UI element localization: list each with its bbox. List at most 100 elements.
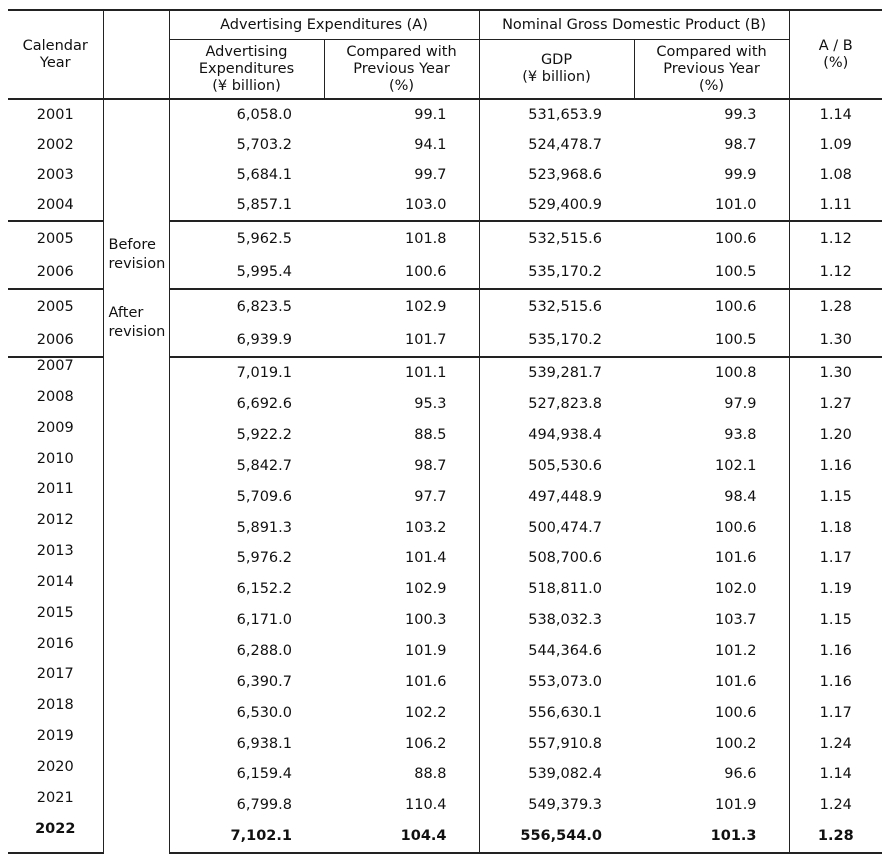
table-row: 2012 5,891.3 103.2 500,474.7 100.6 1.18 — [8, 512, 883, 544]
advertising-expenditures-cell: 5,891.3 — [168, 512, 324, 544]
gdp-previous-year-cell: 100.6 — [715, 519, 757, 536]
advertising-expenditures-cell: 7,102.1 — [168, 820, 324, 854]
advertising-expenditures-cell: 6,530.0 — [168, 697, 324, 729]
advertising-expenditures-cell: 5,709.6 — [168, 481, 324, 513]
table-row: 2015 6,171.0 100.3 538,032.3 103.7 1.15 — [8, 604, 883, 636]
table-row: 2005 Before revision 5,962.5 101.8 532,515.6 1… — [8, 221, 883, 289]
adv-previous-year-cell: 104.4 — [324, 820, 480, 854]
adv-previous-year-cell: 97.7 — [414, 488, 447, 505]
adv-previous-year-cell: 101.6 — [405, 673, 447, 690]
year-cell: 2006 — [8, 323, 103, 358]
gdp-previous-year-cell: 100.2 — [715, 735, 757, 752]
year-cell: 2007 — [36, 358, 74, 374]
advertising-expenditures-cell: 6,152.2 — [168, 573, 324, 605]
year-cell: 2002 — [36, 137, 74, 153]
year-cell: 2014 — [36, 573, 74, 590]
adv-previous-year-cell: 99.7 — [414, 167, 447, 183]
ratio-cell: 1.24 — [788, 728, 883, 759]
table-row: 2019 6,938.1 106.2 557,910.8 100.2 1.24 — [8, 728, 883, 759]
year-cell: 2006 — [8, 255, 103, 290]
advertising-expenditures-cell: 6,799.8 — [168, 789, 324, 821]
advertising-expenditures-cell: 5,842.7 — [168, 450, 324, 482]
advertising-expenditures-cell: 6,939.9 — [168, 323, 324, 358]
table-row: 2017 6,390.7 101.6 553,073.0 101.6 1.16 — [8, 666, 883, 698]
advertising-expenditures-cell: 5,857.1 — [168, 190, 324, 222]
year-cell: 2005 — [36, 298, 74, 315]
gdp-cell: 556,630.1 — [478, 697, 635, 729]
header-adv-previous-year: Compared with Previous Year (%) — [323, 39, 480, 100]
adv-previous-year-cell: 100.3 — [405, 612, 447, 629]
ratio-cell: 1.15 — [788, 481, 883, 513]
header-ratio: A / B (%) — [788, 9, 883, 100]
year-cell: 2009 — [36, 419, 74, 436]
adv-previous-year-cell: 101.9 — [405, 643, 447, 660]
gdp-previous-year-cell: 93.8 — [724, 427, 757, 444]
gdp-previous-year-cell: 101.2 — [715, 643, 757, 660]
adv-previous-year-cell: 102.2 — [405, 704, 447, 721]
ratio-cell: 1.12 — [788, 221, 883, 255]
advertising-expenditures-cell: 6,823.5 — [168, 289, 324, 323]
gdp-cell: 532,515.6 — [478, 289, 635, 323]
table-row: 2003 5,684.1 99.7 523,968.6 99.9 1.08 — [8, 160, 883, 190]
year-cell: 2005 — [36, 230, 74, 247]
table-row: 2022 7,102.1 104.4 556,544.0 101.3 1.28 — [8, 820, 883, 854]
data-table-container: Calendar Year Advertising Expenditures (A… — [8, 9, 883, 854]
gdp-previous-year-cell: 99.3 — [724, 107, 757, 123]
table-row: 2014 6,152.2 102.9 518,811.0 102.0 1.19 — [8, 573, 883, 605]
year-cell: 2016 — [36, 635, 74, 652]
table-row: 2007 7,019.1 101.1 539,281.7 100.8 1.30 — [8, 357, 883, 853]
table-row: 2021 6,799.8 110.4 549,379.3 101.9 1.24 — [8, 789, 883, 821]
table-row: 2008 6,692.6 95.3 527,823.8 97.9 1.27 — [8, 388, 883, 420]
advertising-expenditures-cell: 5,703.2 — [168, 130, 324, 160]
gdp-cell: 508,700.6 — [478, 543, 635, 574]
ratio-cell: 1.08 — [788, 160, 883, 190]
adv-previous-year-cell: 101.7 — [324, 323, 480, 358]
table-row: 2020 6,159.4 88.8 539,082.4 96.6 1.14 — [8, 758, 883, 790]
adv-previous-year-cell: 103.0 — [324, 190, 480, 222]
ratio-cell: 1.28 — [788, 820, 883, 854]
gdp-previous-year-cell: 101.6 — [715, 673, 757, 690]
table-row: 2016 6,288.0 101.9 544,364.6 101.2 1.16 — [8, 635, 883, 667]
header-calendar-year: Calendar Year — [8, 9, 103, 100]
adv-previous-year-cell: 88.8 — [414, 766, 447, 783]
ratio-cell: 1.27 — [788, 388, 883, 420]
gdp-cell: 529,400.9 — [478, 190, 635, 222]
gdp-cell: 531,653.9 — [478, 99, 635, 130]
ratio-cell: 1.20 — [788, 419, 883, 451]
year-cell: 2008 — [36, 388, 74, 405]
row-group: 2005 After revision 6,823.5 102.9 532,515.6 10… — [8, 289, 883, 358]
gdp-previous-year-cell: 100.5 — [634, 323, 790, 358]
ratio-cell: 1.17 — [788, 543, 883, 574]
gdp-previous-year-cell: 100.8 — [715, 365, 757, 382]
gdp-cell: 535,170.2 — [478, 323, 635, 358]
gdp-cell: 535,170.2 — [478, 255, 635, 290]
ratio-cell: 1.15 — [788, 604, 883, 636]
gdp-cell: 544,364.6 — [478, 635, 635, 667]
year-cell: 2001 — [36, 107, 74, 123]
gdp-cell: 497,448.9 — [478, 481, 635, 513]
gdp-cell: 523,968.6 — [478, 160, 635, 190]
ratio-cell: 1.16 — [788, 666, 883, 698]
gdp-previous-year-cell: 101.6 — [715, 550, 757, 567]
gdp-previous-year-cell: 103.7 — [715, 612, 757, 629]
ratio-cell: 1.11 — [788, 190, 883, 222]
gdp-previous-year-cell: 101.3 — [634, 820, 790, 854]
table-row: 2002 5,703.2 94.1 524,478.7 98.7 1.09 — [8, 130, 883, 160]
gdp-previous-year-cell: 96.6 — [724, 766, 757, 783]
advertising-expenditures-cell: 5,995.4 — [168, 255, 324, 290]
revision-note-cell: After revision — [102, 289, 169, 357]
adv-previous-year-cell: 101.1 — [405, 365, 447, 382]
gdp-previous-year-cell: 100.5 — [634, 255, 790, 290]
gdp-previous-year-cell: 98.7 — [724, 137, 757, 153]
revision-note-cell — [102, 99, 169, 221]
header-advertising-expenditures: Advertising Expenditures (¥ billion) — [168, 39, 324, 100]
year-cell: 2013 — [36, 543, 74, 560]
gdp-cell: 505,530.6 — [478, 450, 635, 482]
header-nominal-gdp-group: Nominal Gross Domestic Product (B) — [478, 9, 790, 40]
gdp-cell: 532,515.6 — [478, 221, 635, 255]
row-group: 2007 7,019.1 101.1 539,281.7 100.8 1.30 2008 6,… — [8, 357, 883, 854]
ratio-cell: 1.12 — [788, 255, 883, 290]
gdp-cell: 553,073.0 — [478, 666, 635, 698]
gdp-cell: 538,032.3 — [478, 604, 635, 636]
ratio-cell: 1.30 — [788, 357, 883, 389]
